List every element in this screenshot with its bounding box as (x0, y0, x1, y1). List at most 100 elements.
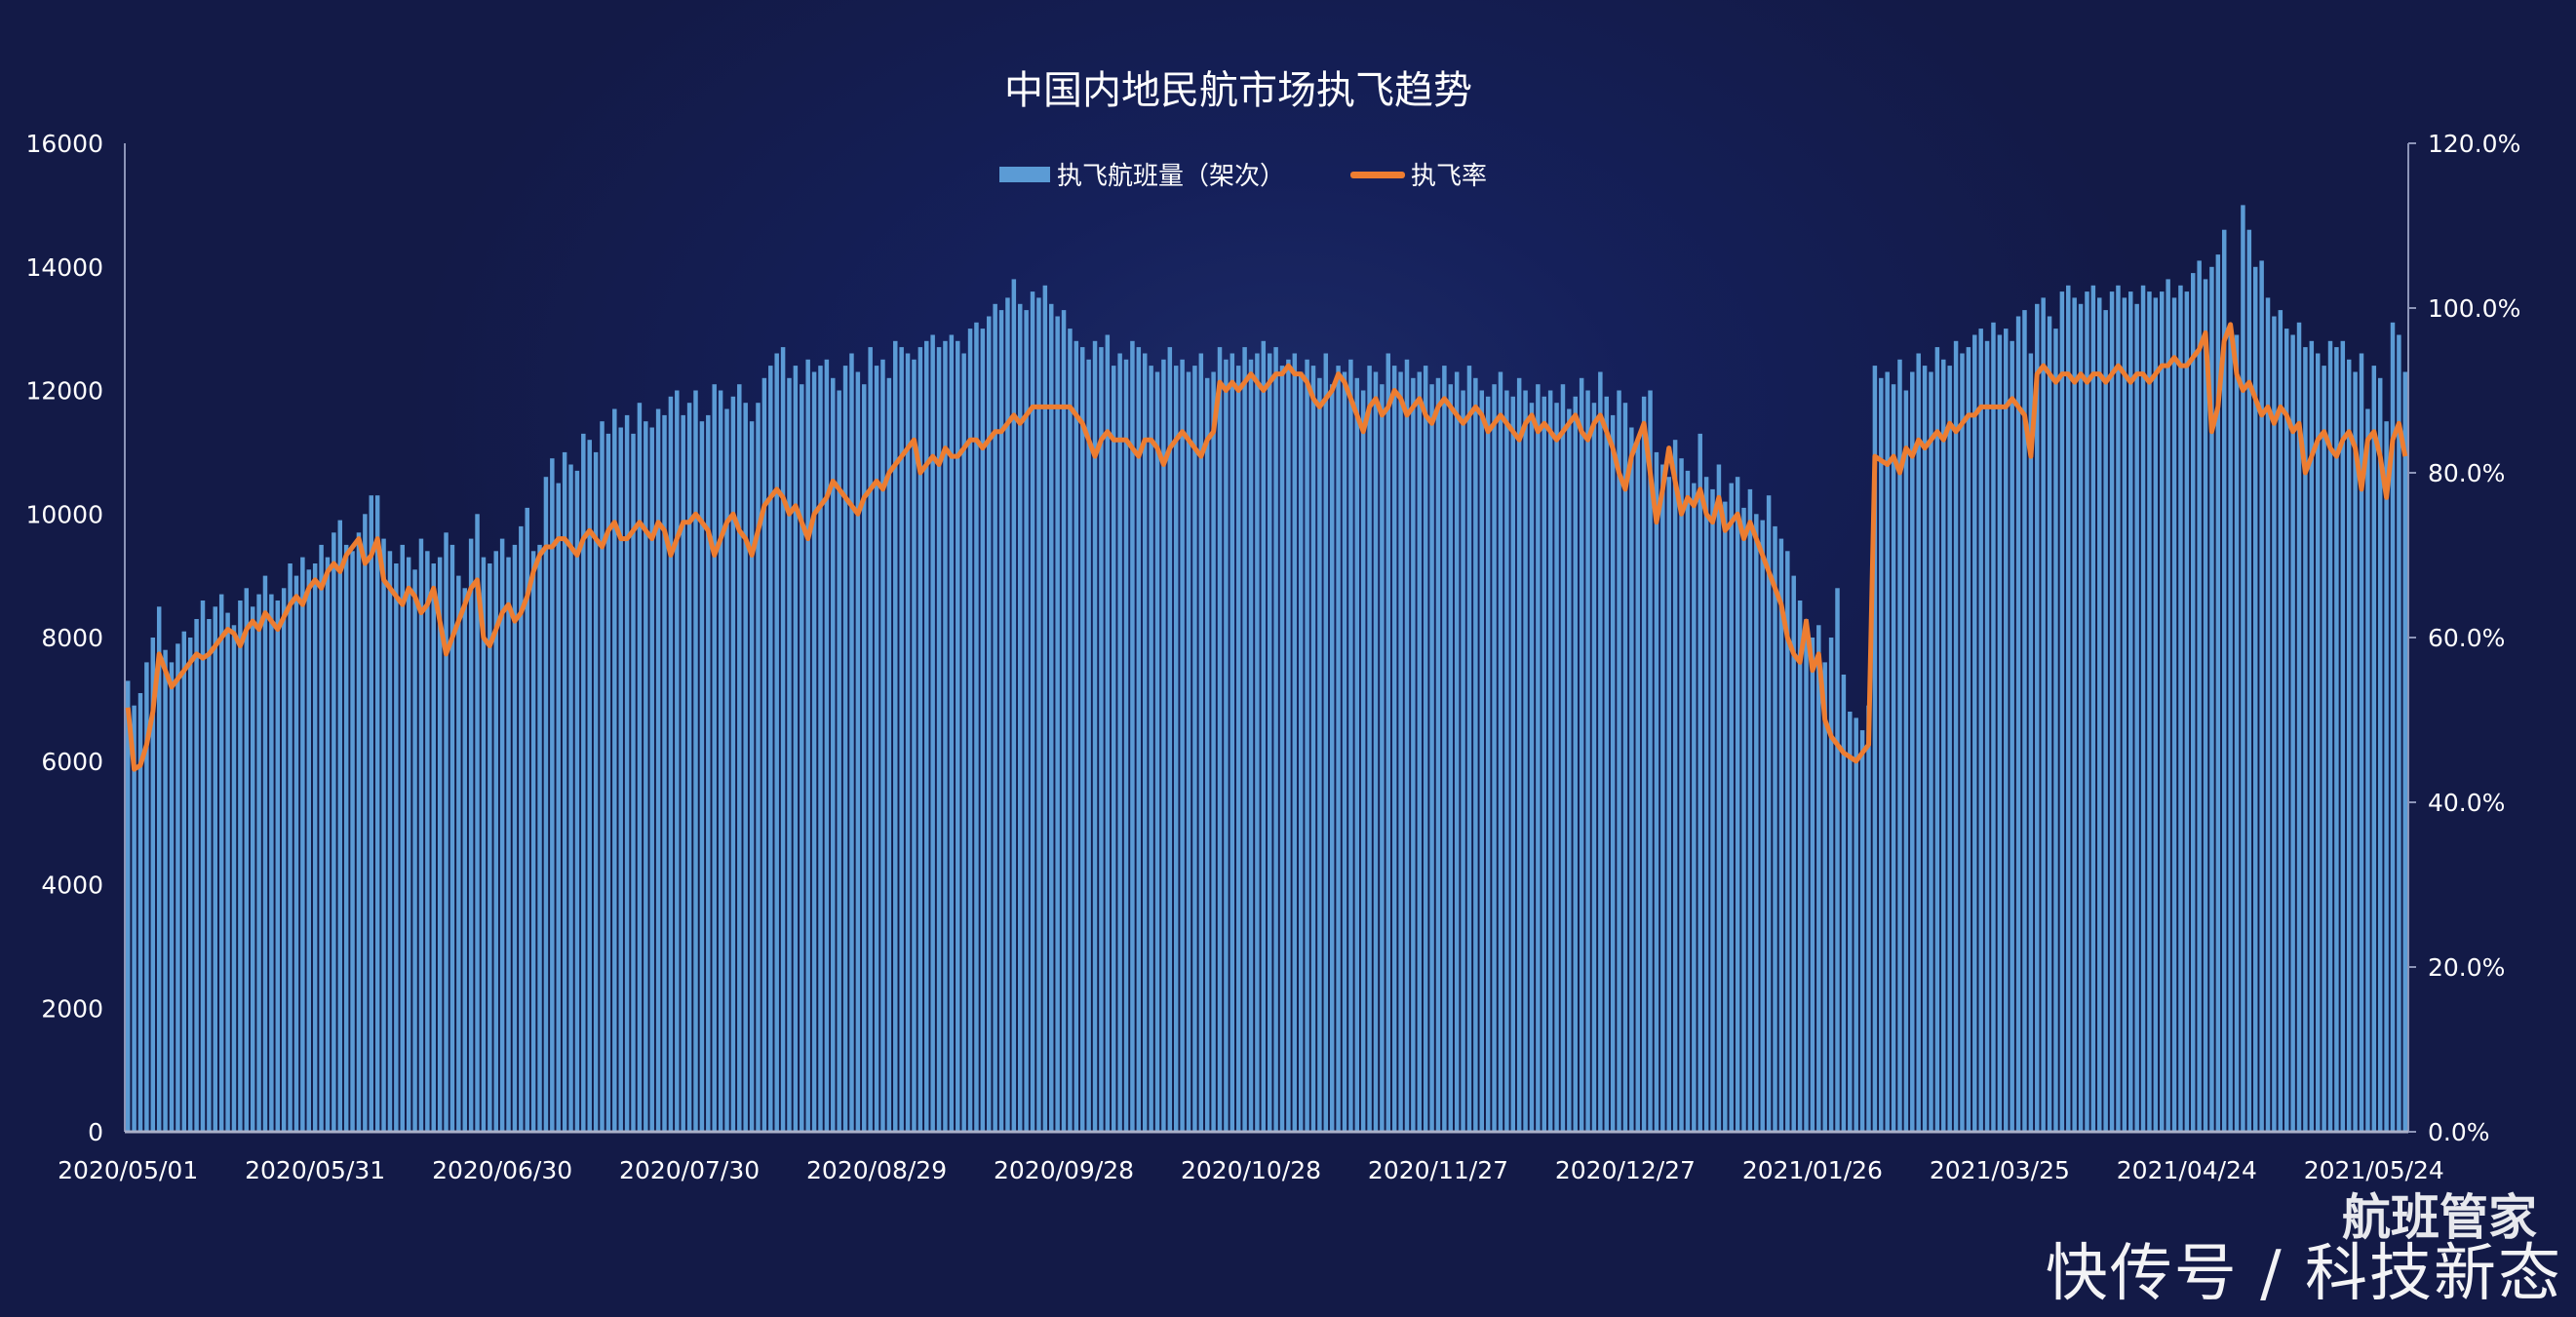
y-right-tick-label: 0.0% (2428, 1118, 2490, 1146)
bar (1510, 396, 1515, 1132)
bar (1504, 390, 1509, 1132)
bar (1710, 488, 1715, 1132)
bar (1042, 285, 1048, 1132)
bar (1211, 371, 1216, 1132)
bar (1380, 384, 1385, 1132)
bar (756, 403, 761, 1132)
bar (780, 347, 786, 1133)
bar (218, 594, 224, 1132)
bar (1660, 464, 1665, 1132)
bar (125, 680, 131, 1132)
bar (356, 532, 362, 1132)
bar (1629, 427, 1634, 1132)
bar (693, 390, 698, 1132)
bar (1154, 371, 1160, 1132)
bar (593, 451, 599, 1132)
bar (912, 359, 917, 1132)
bar (943, 340, 948, 1132)
bar (1816, 625, 1821, 1132)
bar (1542, 396, 1546, 1132)
bar (1479, 390, 1484, 1132)
bar (1641, 396, 1647, 1132)
bar (1579, 377, 1584, 1132)
bar (144, 662, 149, 1132)
bar (1030, 291, 1035, 1133)
bar (2371, 366, 2377, 1133)
bar (250, 606, 255, 1132)
bar (936, 347, 942, 1133)
bar (1610, 414, 1616, 1132)
bar (1866, 705, 1871, 1132)
bar (1841, 675, 1847, 1132)
bar (905, 353, 911, 1132)
bar (837, 390, 841, 1132)
bar (1679, 458, 1684, 1132)
bar (1099, 347, 1104, 1133)
bar (842, 366, 848, 1133)
bar (675, 390, 680, 1132)
bar (1192, 366, 1197, 1133)
bar (2197, 260, 2202, 1132)
bar (624, 414, 630, 1132)
bar (1529, 403, 1535, 1132)
bar (862, 384, 867, 1132)
bar (1797, 600, 1803, 1132)
bar (275, 600, 281, 1132)
bar (1398, 371, 1403, 1132)
bar (1117, 353, 1122, 1132)
bar (1585, 390, 1590, 1132)
bar (1984, 340, 1990, 1132)
bar (2010, 340, 2014, 1132)
bar (1348, 359, 1353, 1132)
bar (519, 525, 524, 1132)
bar (2072, 297, 2077, 1132)
bar (637, 403, 643, 1132)
bar (1329, 384, 1335, 1132)
bar (1404, 359, 1410, 1132)
bar (213, 606, 218, 1132)
bar (132, 705, 137, 1132)
bar (1692, 483, 1697, 1133)
bar (1024, 310, 1029, 1133)
bar (930, 334, 935, 1132)
bar (1953, 340, 1959, 1132)
bar (2041, 297, 2046, 1132)
bar (1130, 340, 1135, 1132)
bar (917, 347, 923, 1133)
bar (2278, 310, 2283, 1133)
bar (681, 414, 685, 1132)
bar (1448, 384, 1454, 1132)
bar (1872, 366, 1878, 1133)
bar (1822, 662, 1827, 1132)
bar (868, 347, 873, 1133)
bar (2103, 310, 2108, 1133)
bar (893, 340, 898, 1132)
bar (2228, 329, 2233, 1133)
bar (2303, 347, 2308, 1133)
bar (1560, 384, 1566, 1132)
bar (238, 600, 243, 1132)
bar (574, 470, 580, 1132)
y-left-tick-label: 12000 (25, 377, 103, 406)
bar (1828, 638, 1834, 1132)
bar (2241, 205, 2245, 1132)
bar (2153, 297, 2159, 1132)
bar (181, 631, 187, 1132)
bar (737, 384, 742, 1132)
bar (163, 649, 168, 1132)
bar (187, 638, 193, 1132)
bar (724, 408, 729, 1132)
bar (2252, 266, 2258, 1133)
bar (1161, 359, 1166, 1132)
bar (1960, 353, 1965, 1132)
bar (818, 366, 823, 1133)
y-right-tick-label: 120.0% (2428, 130, 2520, 158)
bar (319, 544, 324, 1132)
bar (2246, 229, 2252, 1132)
bar (1261, 340, 1267, 1132)
bar (712, 384, 717, 1132)
bar (550, 458, 555, 1132)
bar (1373, 371, 1379, 1132)
bar (1255, 353, 1260, 1132)
bar (2028, 353, 2034, 1132)
